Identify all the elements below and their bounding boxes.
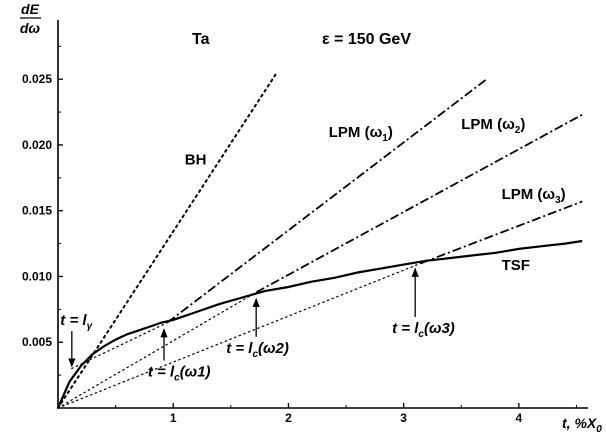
series-bh [57,71,278,409]
series-lpm-3 [420,200,583,265]
x-tick-label: 3 [400,411,407,425]
x-axis-label-subscript: 0 [596,424,602,435]
y-axis-label-numerator: dE [21,1,40,17]
annotation-label: t = lc(ω3) [392,320,455,340]
material-label: Ta [192,31,210,48]
x-axis-label: t, %X0 [562,415,602,435]
annotation-text: t = l [392,320,419,337]
annotation-text: t = l [60,312,87,329]
y-tick-label: 0.015 [22,204,52,218]
series-lpm-1 [166,78,488,324]
curve-label: BH [185,152,207,169]
curve-label-subscript: 1 [382,133,388,144]
curve-label-subscript: 3 [555,195,561,206]
y-tick-label: 0.010 [22,269,52,283]
annotation-subscript: c [418,329,424,340]
annotation-label: t = lc(ω1) [148,363,211,383]
curve-label-text: TSF [502,257,530,274]
annotation-subscript: c [252,349,258,360]
curve-label-tail: ) [388,124,393,141]
curve-label-text: BH [185,152,207,169]
annotation-suffix: (ω1) [180,363,211,380]
y-tick-label: 0.005 [22,335,52,349]
axes: 1 2 3 4 0.005 0.010 0.015 0.020 0.025 dE dω t, %X0 [20,1,602,435]
energy-label: ε = 150 GeV [322,31,411,48]
guide-line-7 [57,262,422,409]
y-tick-label: 0.020 [22,138,52,152]
curve-label: LPM (ω2) [461,116,525,136]
series-lpm-2 [255,113,583,294]
curve-label: LPM (ω3) [502,186,566,206]
curve-label: TSF [502,257,530,274]
annotation-suffix: (ω3) [424,320,455,337]
curve-label-subscript: 2 [515,125,521,136]
curve-label-tail: ) [520,116,525,133]
annotations-group: t = lγt = lc(ω1)t = lc(ω2)t = lc(ω3) [60,267,455,383]
series-tsf [56,239,583,409]
x-tick-label: 1 [170,411,177,425]
series-group [56,71,583,409]
annotation-suffix: (ω2) [258,340,289,357]
annotation-label: t = lγ [60,312,93,332]
curve-label-text: LPM (ω [502,186,556,203]
annotation-text: t = l [148,363,175,380]
curve-label-text: LPM (ω [461,116,515,133]
curve-label: LPM (ω1) [329,124,393,144]
annotation-text: t = l [226,340,253,357]
annotation-label: t = lc(ω2) [226,340,289,360]
x-tick-label: 4 [516,411,523,425]
annotation-subscript: c [174,372,180,383]
curve-label-text: LPM (ω [329,124,383,141]
x-tick-label: 2 [285,411,292,425]
annotation-subscript: γ [87,321,94,332]
y-tick-label: 0.025 [22,72,52,86]
guide-line-6 [57,291,257,409]
y-axis-label-denominator: dω [20,20,41,36]
curve-label-tail: ) [561,186,566,203]
